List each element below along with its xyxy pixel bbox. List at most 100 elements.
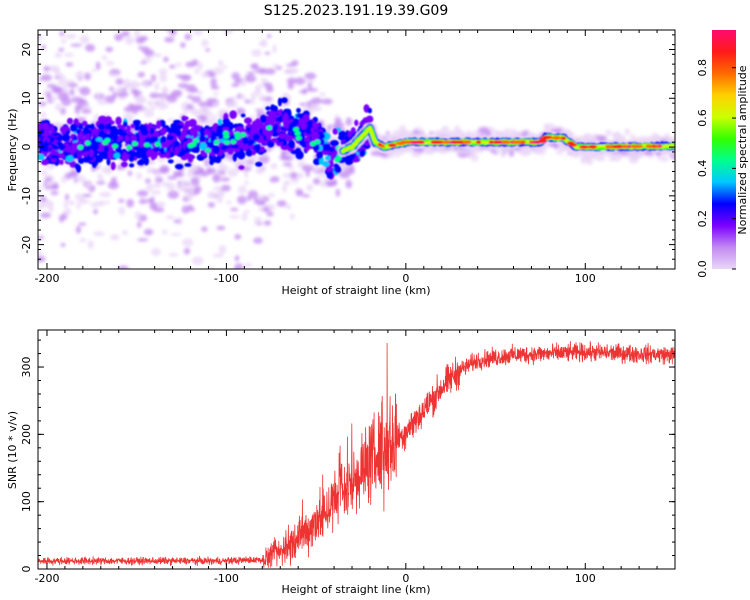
spectrogram-cell [63,52,74,58]
spectrogram-frame [37,29,676,270]
spectrogram-cell [53,182,59,190]
spectrogram-cell [296,189,304,197]
spectrogram-cell [313,158,321,166]
spectrogram-cell [241,212,248,222]
spectrogram-cell [307,81,312,91]
spectrogram-cell [277,116,285,123]
spectrogram-cell [78,222,87,226]
spectrogram-cell [196,115,206,120]
spectrogram-cell [299,102,307,107]
spectrogram-cell [132,119,141,125]
spectrogram-cell [150,190,162,195]
spectrogram-cell [40,143,49,149]
snr-ytick-label: 300 [20,357,33,378]
spectrogram-cell [55,72,63,77]
spectrogram-cell [59,159,64,165]
spectrogram-cell [149,106,157,110]
spectrogram-cell [40,111,47,118]
spectrogram-cell [286,77,297,84]
spectrogram-cell [38,235,45,240]
spectrogram-cell [187,204,193,208]
spectrogram-track [38,97,675,180]
spectrogram-cell [291,60,299,66]
spectrogram-cell [310,141,317,147]
spectrogram-cell [38,34,43,41]
spectrogram-cell [220,144,228,151]
spectrogram-cell [116,91,129,98]
spectrogram-cell [110,176,117,186]
spectrogram-cell [77,135,85,140]
spectrogram-cell [324,180,336,187]
spectrogram-cell [84,140,91,146]
spectrogram-cell [262,127,267,136]
spectrogram-cell [243,263,253,267]
spectrogram-cell [631,155,637,164]
spectrogram-cell [201,71,209,78]
spectrogram-cell [334,117,342,124]
spectrogram-cell [302,87,307,95]
spectrogram-cell [507,128,518,137]
spectrogram-cell [130,123,135,129]
spectrogram-cell [48,202,54,211]
spectrogram-cell [110,129,118,136]
spectrogram-cell [191,96,202,103]
spectrogram-cell [93,231,105,237]
spectrogram-cell [105,46,114,53]
spectrogram-cell [266,34,272,38]
spectrogram-cell [199,135,206,143]
spectrogram-cell [65,33,77,39]
spectrogram-xtick-label: -100 [214,272,239,285]
spectrogram-cell [199,141,207,151]
spectrogram-cell [182,238,194,247]
spectrogram-cell [155,176,164,183]
spectrogram-cell [124,36,135,45]
spectrogram-cell [210,77,218,87]
spectrogram-cell [82,193,92,198]
spectrogram-cell [152,53,162,58]
spectrogram-cell [281,97,288,104]
spectrogram-cell [91,142,100,151]
spectrogram-cell [310,102,319,109]
spectrogram-cell [95,137,103,142]
spectrogram-cell [43,165,50,169]
spectrogram-ytick-label: 10 [20,91,33,105]
spectrogram-cell [332,127,339,135]
spectrogram-cell [75,129,81,134]
spectrogram-cell [239,80,247,87]
spectrogram-cell [257,42,267,46]
spectrogram-cell [38,251,44,255]
spectrogram-cell [250,63,259,70]
spectrogram-cell [335,155,342,161]
spectrogram-cell [233,144,240,149]
spectrogram-cell [311,131,320,140]
spectrogram-cell [294,131,301,136]
spectrogram-cell [222,165,229,170]
spectrogram-cell [492,129,499,134]
spectrogram-cell [118,206,126,216]
spectrogram-cell [165,151,171,158]
spectrogram-cell [218,59,224,67]
spectrogram-cell [255,161,263,167]
spectrogram-cell [133,145,142,151]
spectrogram-cell [217,118,223,126]
spectrogram-peak [512,140,524,144]
spectrogram-xlabel: Height of straight line (km) [281,284,430,297]
spectrogram-cell [221,184,231,192]
spectrogram-cell [50,154,59,159]
spectrogram-cell [312,178,321,185]
spectrogram-cell [254,216,262,224]
spectrogram-cell [557,147,567,152]
spectrogram-cell [306,183,314,192]
spectrogram-cell [252,133,261,141]
spectrogram-cell [169,30,177,36]
spectrogram-cell [66,117,74,125]
spectrogram-cell [175,62,182,67]
spectrogram-cell [190,177,200,186]
spectrogram-cell [204,111,213,118]
spectrogram-cell [294,77,306,85]
spectrogram-cell [216,194,223,204]
spectrogram-ytick-label: -10 [20,187,33,205]
spectrogram-cell [240,94,246,100]
spectrogram-cell [282,184,287,193]
spectrogram-cell [183,189,196,194]
